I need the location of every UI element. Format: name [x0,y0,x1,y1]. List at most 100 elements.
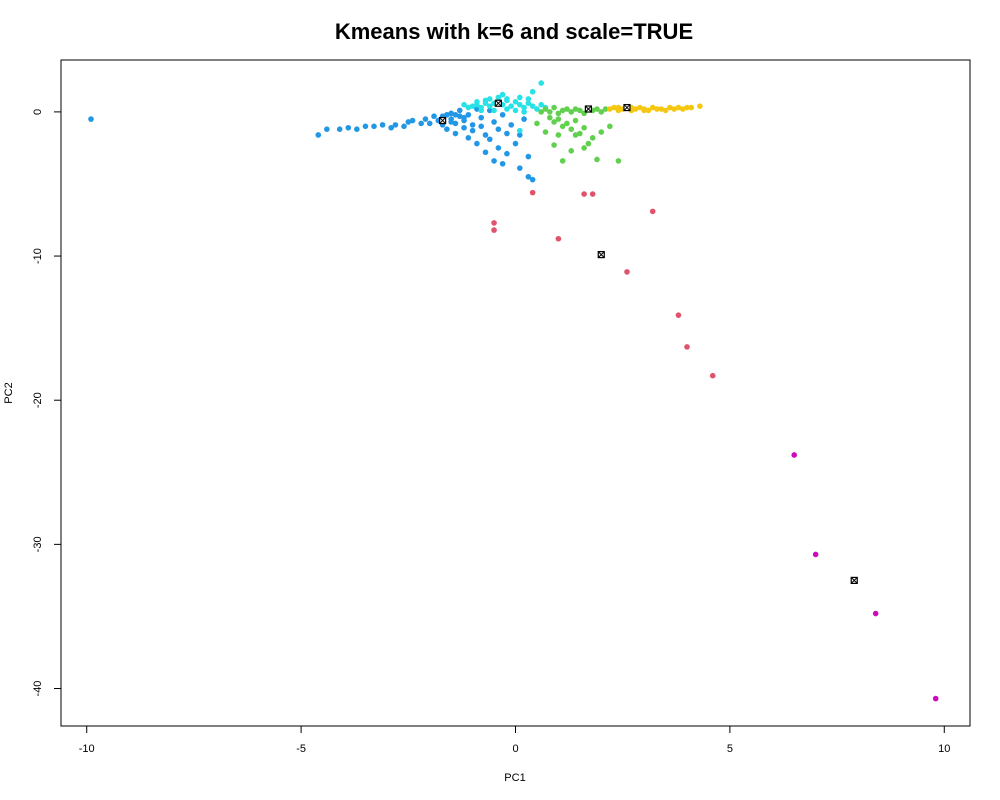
x-tick-label: -10 [79,743,95,755]
data-point [534,106,540,112]
data-point [491,158,497,164]
data-point [568,109,575,115]
data-point [452,111,459,118]
data-point [572,106,579,112]
data-point [465,104,472,111]
data-point [551,119,557,125]
data-point [426,120,433,127]
data-point [547,114,553,121]
data-point [345,124,352,131]
data-point [572,132,579,138]
data-point [594,106,600,112]
data-point [649,208,656,215]
data-point [474,99,480,105]
data-point [465,111,472,118]
data-point [684,344,690,350]
data-point [564,106,570,112]
data-point [812,551,819,558]
data-point [482,97,489,104]
data-point [615,104,622,111]
data-point [486,107,493,114]
data-point [474,140,480,147]
data-points [88,80,939,702]
data-point [529,103,536,109]
data-point [491,119,497,125]
data-point [469,103,476,109]
data-point [452,130,459,137]
data-point [508,103,515,109]
data-point [388,124,394,131]
data-point [495,145,502,151]
cluster-center-marker [439,116,447,125]
data-point [336,126,343,132]
data-point [478,123,484,130]
data-point [529,88,536,95]
data-point [551,104,557,111]
data-point [379,122,386,128]
data-point [709,372,716,379]
data-point [679,106,686,112]
data-point [564,120,570,127]
data-point [521,104,527,111]
data-point [632,106,639,112]
data-point [486,103,493,109]
data-point [598,109,605,115]
data-point [872,610,879,617]
data-point [444,111,450,118]
data-point [602,106,609,112]
data-point [637,104,643,111]
data-point [521,109,527,115]
data-point [452,120,459,127]
data-point [486,136,493,143]
data-point [538,109,545,115]
data-point [315,132,322,138]
data-point [504,130,510,137]
data-point [516,101,523,108]
data-point [645,107,652,114]
data-point [516,165,523,171]
data-point [684,104,690,111]
data-point [469,127,476,134]
data-point [611,104,617,111]
data-point [371,123,377,130]
data-point [671,106,677,112]
data-point [559,123,566,130]
x-tick-label: 0 [512,743,518,755]
data-point [525,96,532,102]
x-axis-label: PC1 [504,772,525,784]
data-point [529,189,536,196]
cluster-centers [439,99,858,585]
data-point [478,114,484,121]
y-axis: 0 -10 -20 -30 -40 [32,109,62,696]
data-point [551,142,557,148]
data-point [568,126,575,132]
data-point [495,94,502,101]
y-tick-label: -30 [32,536,44,552]
cluster-center-marker [597,251,605,259]
data-point [697,103,703,109]
data-point [504,106,510,112]
y-axis-label: PC2 [3,382,15,403]
data-point [88,116,94,122]
data-point [474,106,480,112]
data-point [422,116,429,122]
data-point [448,110,454,117]
data-point [577,107,583,114]
data-point [354,126,360,132]
data-point [456,113,463,120]
data-point [598,129,605,135]
data-point [516,94,523,101]
data-point [495,126,502,132]
data-point [581,124,587,131]
data-point [688,104,695,111]
data-point [654,106,660,112]
y-tick-label: -20 [32,392,44,408]
data-point [568,148,575,154]
data-point [444,126,450,132]
data-point [594,156,600,163]
data-point [585,140,592,147]
data-point [581,145,587,151]
data-point [932,695,939,702]
data-point [577,130,583,137]
